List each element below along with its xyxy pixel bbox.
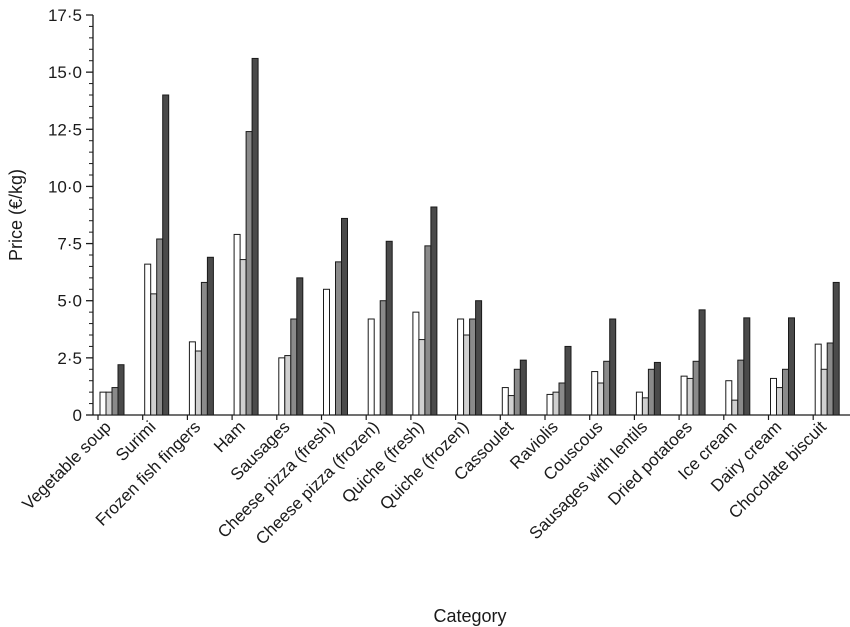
- bar: [552, 391, 560, 416]
- bar: [290, 318, 298, 416]
- x-axis: [93, 414, 850, 420]
- bar: [233, 233, 241, 416]
- y-tick-label: 5·0: [57, 292, 82, 311]
- bar: [513, 368, 521, 416]
- bar: [609, 318, 617, 416]
- bar: [597, 382, 605, 416]
- bar: [469, 318, 477, 416]
- y-tick-label: 15·0: [48, 63, 82, 82]
- category-label: Ham: [210, 417, 249, 456]
- bar: [820, 368, 828, 416]
- bar: [814, 343, 822, 416]
- bar: [463, 334, 471, 416]
- bar: [782, 368, 789, 416]
- bar: [111, 387, 119, 416]
- bar: [99, 391, 107, 416]
- y-tick-label: 12·5: [48, 120, 82, 139]
- bar: [239, 259, 247, 416]
- bar: [686, 377, 694, 416]
- bar: [379, 300, 387, 416]
- bar: [200, 281, 208, 416]
- bar: [162, 94, 170, 416]
- bar: [737, 359, 745, 416]
- bar: [519, 359, 527, 416]
- bar: [743, 317, 751, 416]
- bar: [150, 293, 158, 416]
- bar: [501, 387, 509, 416]
- bar: [770, 377, 777, 416]
- bar: [385, 240, 393, 416]
- bar: [296, 277, 304, 416]
- bar: [105, 391, 113, 416]
- bar: [546, 393, 554, 416]
- bars: [99, 57, 840, 416]
- bar: [731, 399, 739, 416]
- bar: [692, 360, 700, 416]
- bar: [641, 397, 649, 416]
- bar: [251, 57, 259, 416]
- y-tick-label: 10·0: [48, 177, 82, 196]
- y-tick-label: 0: [73, 406, 82, 425]
- bar: [156, 238, 164, 416]
- x-axis-title: Category: [433, 606, 506, 626]
- bar: [647, 368, 655, 416]
- bar: [832, 281, 840, 416]
- bar: [188, 341, 196, 416]
- bar: [412, 311, 420, 416]
- bar: [117, 364, 125, 416]
- bar: [144, 263, 152, 416]
- bar: [284, 355, 292, 416]
- bar: [788, 317, 795, 416]
- y-axis-title: Price (€/kg): [6, 169, 26, 261]
- bar: [323, 288, 330, 416]
- bar: [341, 217, 348, 416]
- bar: [507, 395, 515, 416]
- y-axis: 0 2·5 5·0 7·5 10·0 12·5 15·0 17·5: [48, 6, 94, 425]
- bar: [430, 206, 438, 416]
- bar: [558, 382, 566, 416]
- bar: [603, 360, 611, 416]
- bar: [424, 245, 432, 416]
- bar: [475, 300, 483, 416]
- bar: [206, 256, 214, 416]
- bar: [564, 345, 572, 416]
- bar: [680, 375, 688, 416]
- bar: [591, 371, 599, 416]
- bar: [776, 387, 783, 416]
- bar: [194, 350, 202, 416]
- category-label: Vegetable soup: [19, 417, 115, 513]
- bar: [335, 261, 342, 416]
- bar: [635, 391, 643, 416]
- y-tick-label: 7·5: [57, 235, 82, 254]
- bar: [698, 309, 706, 416]
- bar: [245, 131, 253, 416]
- bar: [826, 342, 834, 416]
- bar: [725, 380, 733, 416]
- y-tick-label: 17·5: [48, 6, 82, 25]
- y-tick-label: 2·5: [57, 349, 82, 368]
- bar: [278, 357, 286, 416]
- bar: [418, 339, 426, 416]
- bar: [457, 318, 465, 416]
- bar: [367, 318, 375, 416]
- bar: [653, 361, 661, 416]
